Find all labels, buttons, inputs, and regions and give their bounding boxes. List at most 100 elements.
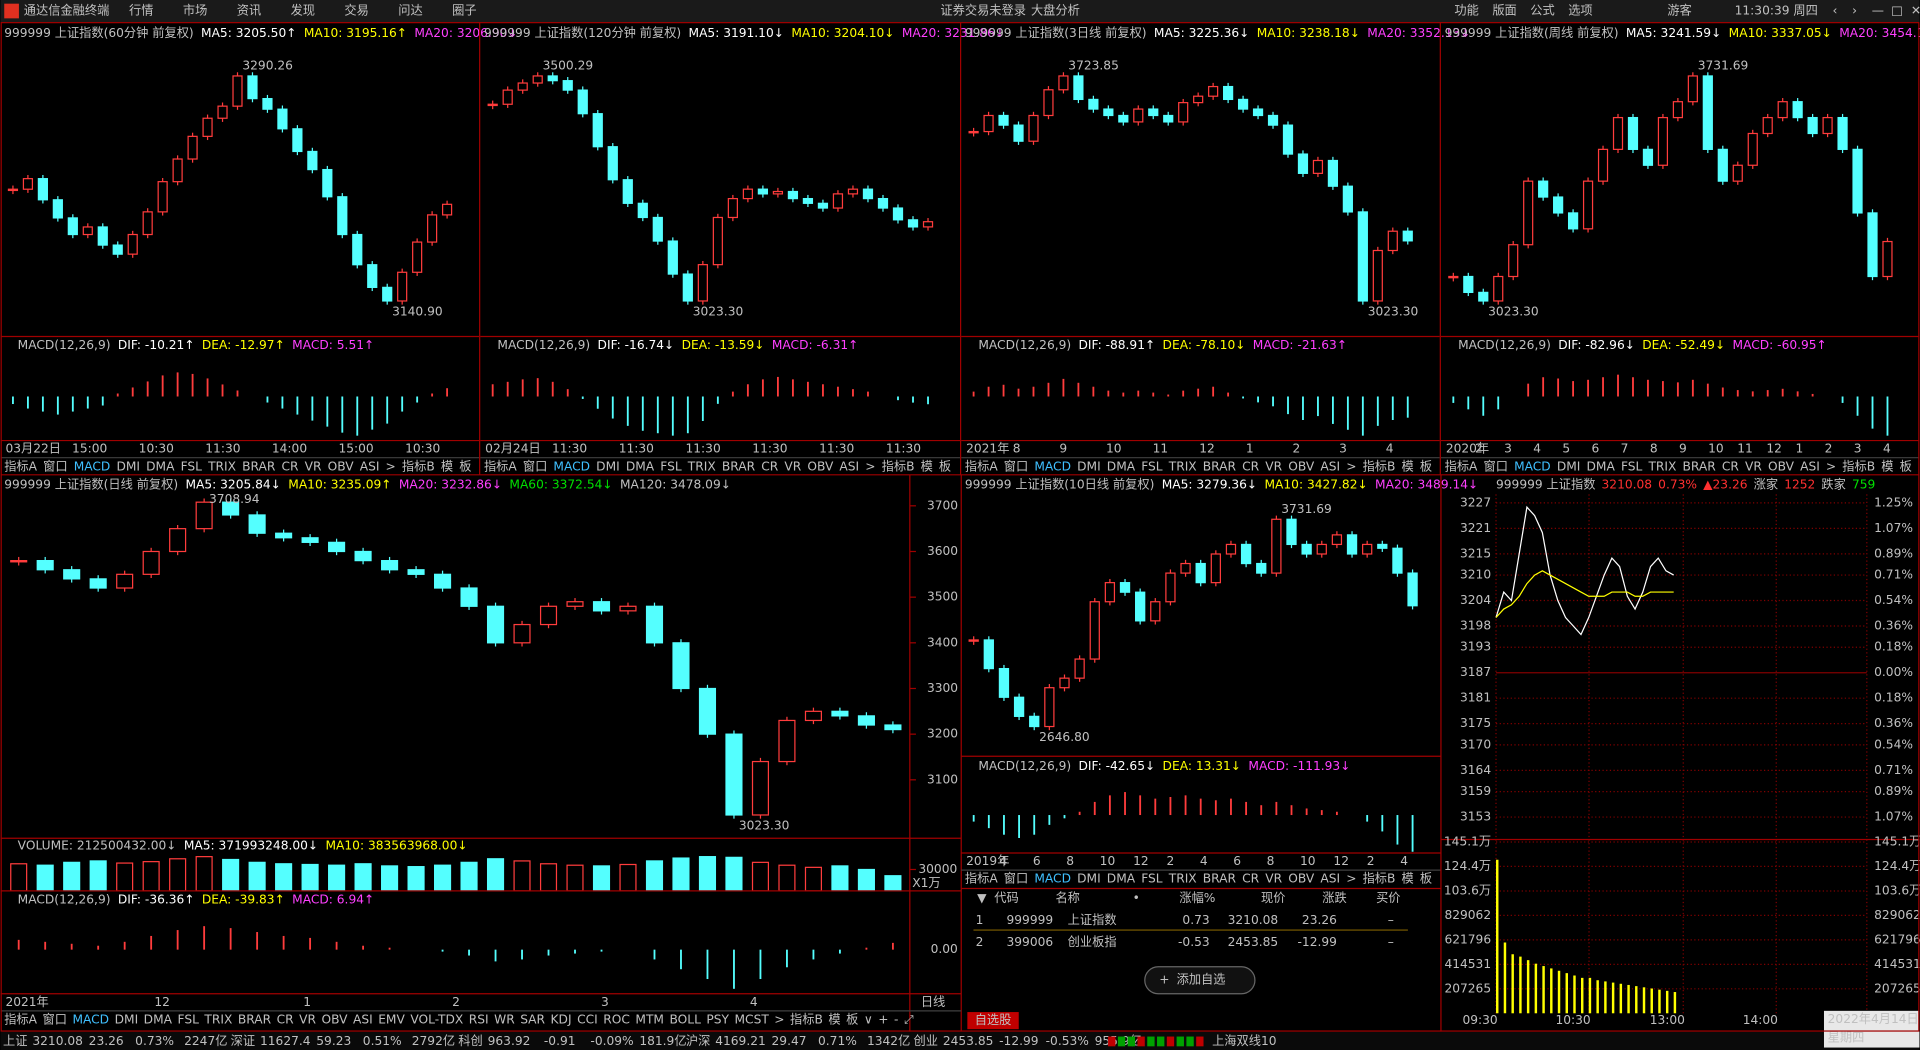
window-button[interactable]: ‹ [1833,4,1838,18]
name[interactable]: 创业板指 [1068,934,1117,949]
menu-item[interactable]: 圈子 [452,4,476,18]
tab[interactable]: 窗口 [523,459,547,473]
tab[interactable]: 模 [828,1012,840,1026]
tab[interactable]: VOL-TDX [410,1012,463,1026]
tab[interactable]: MCST [735,1012,770,1026]
tab[interactable]: DMA [146,459,175,473]
tab[interactable]: > [1346,459,1356,473]
tab[interactable]: + [878,1012,888,1026]
tab[interactable]: VR [784,459,801,473]
menu-item[interactable]: 版面 [1492,4,1516,18]
tab[interactable]: 指标A [484,458,517,473]
tab[interactable]: KDJ [551,1012,572,1026]
tab[interactable]: DMA [626,459,655,473]
tab[interactable]: DMI [1557,459,1581,473]
tab[interactable]: BRAR [1683,459,1717,473]
tab[interactable]: 窗口 [1484,459,1508,473]
tab[interactable]: DMA [1107,871,1136,885]
tab[interactable]: 指标B [1363,870,1396,885]
tab[interactable]: DMI [115,1012,139,1026]
tab[interactable]: FSL [1621,459,1643,473]
tab[interactable]: EMV [378,1012,405,1026]
tab[interactable]: BRAR [242,459,276,473]
tab[interactable]: 板 [459,459,471,473]
notice[interactable]: 大盘分析 [1031,3,1080,18]
menu-item[interactable]: 问达 [398,4,422,18]
tab[interactable]: TRIX [687,459,716,473]
tab[interactable]: ASI [1320,459,1340,473]
tab[interactable]: CR [1242,871,1260,885]
tab[interactable]: > [1346,871,1356,885]
tab[interactable]: MTM [635,1012,664,1026]
tab[interactable]: WR [494,1012,515,1026]
menu-item[interactable]: 交易 [344,3,368,18]
tab[interactable]: 板 [846,1012,858,1026]
tab[interactable]: ASI [1800,459,1820,473]
tab[interactable]: 指标B [790,1011,823,1026]
menu-item[interactable]: 公式 [1530,4,1554,18]
tab[interactable]: OBV [322,1012,349,1026]
tab[interactable]: DMA [1587,459,1616,473]
tab[interactable]: 指标A [965,870,998,885]
tab[interactable]: 窗口 [43,1012,67,1026]
menu-item[interactable]: 功能 [1454,4,1478,18]
window-button[interactable]: › [1852,4,1857,18]
tab[interactable]: SAR [520,1012,545,1026]
tab[interactable]: OBV [1288,459,1315,473]
code[interactable]: 999999 [1007,913,1054,927]
tab[interactable]: > [386,459,396,473]
tab[interactable]: VR [299,1012,316,1026]
code[interactable]: 399006 [1007,935,1054,949]
tab[interactable]: > [774,1012,784,1026]
tab[interactable]: VR [1745,459,1762,473]
add-button[interactable] [1144,966,1256,995]
tab[interactable]: TRIX [1647,459,1676,473]
menu-item[interactable]: 发现 [291,3,315,18]
tab[interactable]: MACD [553,459,590,473]
tab[interactable]: DMI [1077,459,1101,473]
tab[interactable]: BOLL [669,1012,701,1026]
tab[interactable]: - [894,1012,898,1026]
tab[interactable]: MACD [1034,871,1071,885]
tab[interactable]: FSL [660,459,682,473]
tab[interactable]: 指标B [1842,458,1875,473]
tab[interactable]: 指标B [402,458,435,473]
tab[interactable]: BRAR [722,459,756,473]
tab[interactable]: MACD [1034,459,1071,473]
tab[interactable]: CCI [577,1012,598,1026]
tab[interactable]: > [1826,459,1836,473]
tab[interactable]: MACD [72,1012,109,1026]
tab[interactable]: CR [1722,459,1740,473]
add-button-label[interactable]: 添加自选 [1177,973,1226,987]
tab[interactable]: BRAR [238,1012,272,1026]
tab[interactable]: 模 [921,459,933,473]
tab[interactable]: 指标A [4,458,37,473]
tab[interactable]: TRIX [203,1012,232,1026]
tab[interactable]: VR [1265,459,1282,473]
tab[interactable]: TRIX [1168,459,1197,473]
tab[interactable]: ∨ [864,1012,873,1026]
window-button[interactable]: ✕ [1911,4,1920,18]
tab[interactable]: CR [1242,459,1260,473]
tab[interactable]: VR [305,459,322,473]
tab[interactable]: FSL [178,1012,200,1026]
tab[interactable]: 指标B [1363,458,1396,473]
tab[interactable]: VR [1265,871,1282,885]
tab[interactable]: PSY [706,1012,729,1026]
tab[interactable]: FSL [181,459,203,473]
tab[interactable]: DMI [596,459,620,473]
tab[interactable]: BRAR [1203,871,1237,885]
tab[interactable]: TRIX [207,459,236,473]
tab[interactable]: ASI [839,459,859,473]
tab[interactable]: BRAR [1203,459,1237,473]
tab[interactable]: FSL [1141,871,1163,885]
tab[interactable]: CR [277,1012,295,1026]
tab[interactable]: 模 [441,459,453,473]
tab[interactable]: ASI [360,459,380,473]
tab[interactable]: DMI [116,459,140,473]
window-button[interactable]: □ [1891,4,1903,18]
menu-item[interactable]: 选项 [1568,4,1592,18]
tab[interactable]: MACD [74,459,111,473]
tab[interactable]: > [865,459,875,473]
tab[interactable]: ASI [1320,871,1340,885]
